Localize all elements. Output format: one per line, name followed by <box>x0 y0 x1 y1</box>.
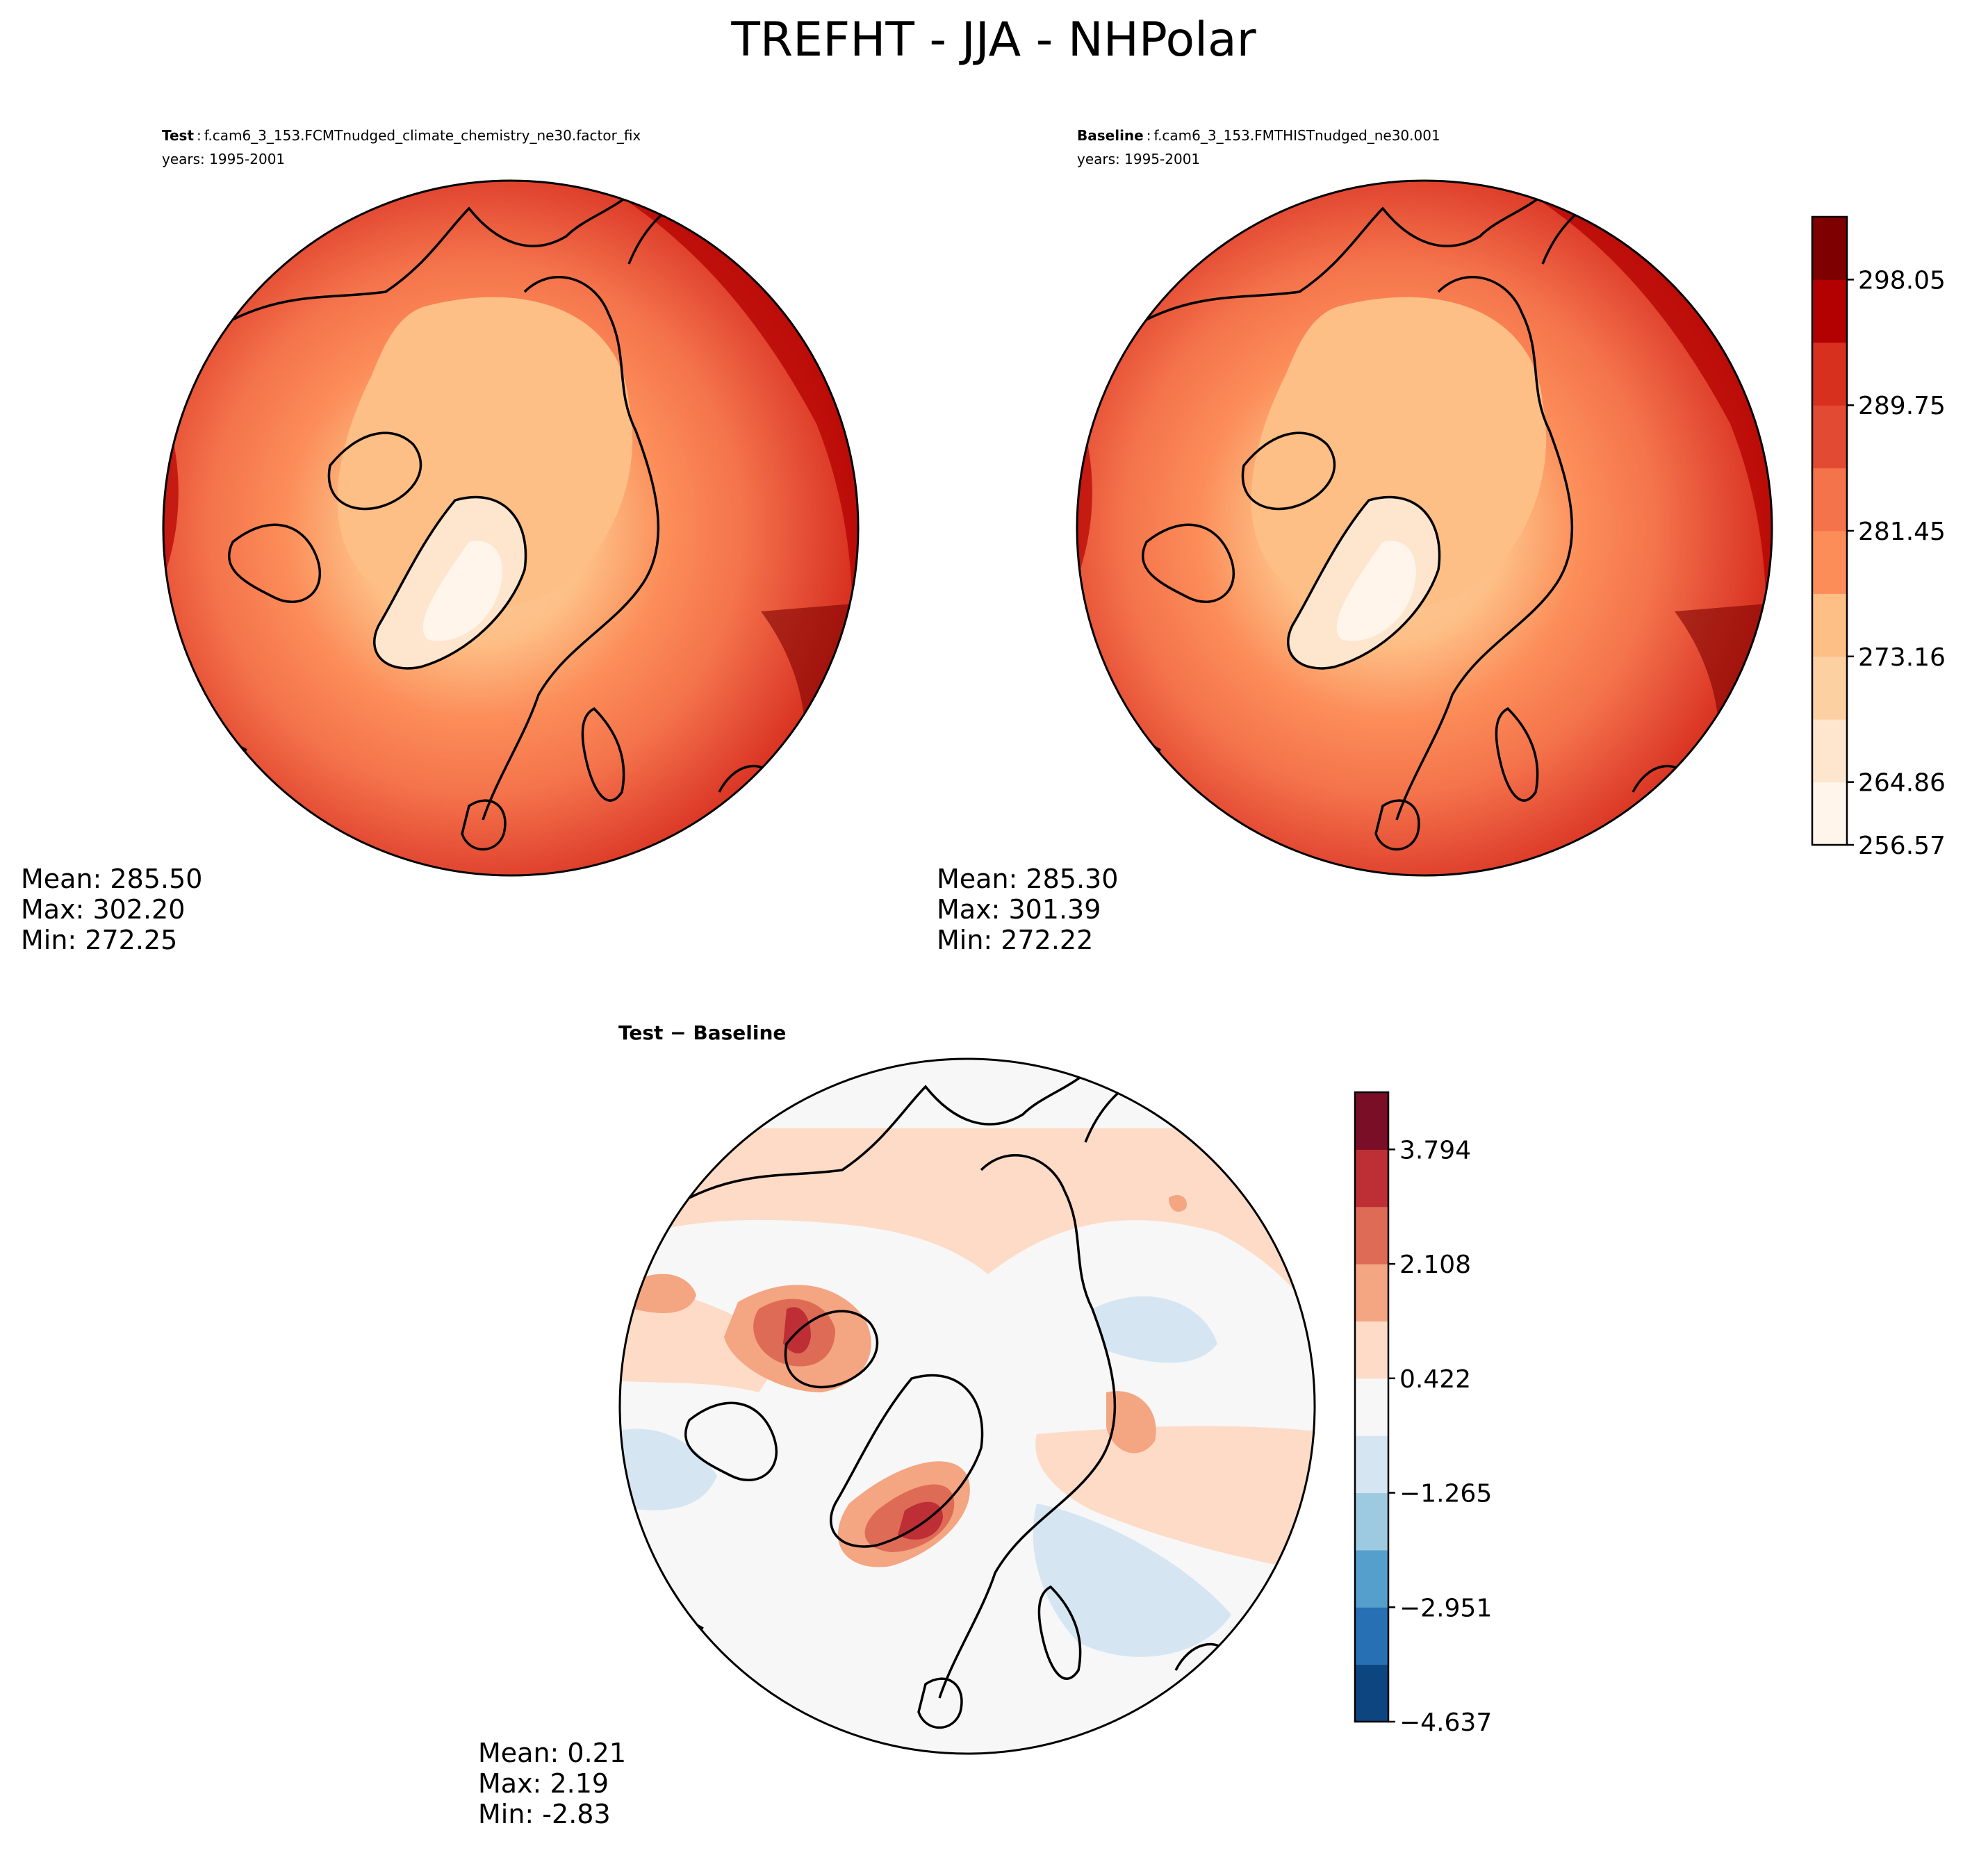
panel-baseline-label: Baseline: f.cam6_3_153.FMTHISTnudged_ne30… <box>1077 127 1440 144</box>
panel-test-min: Min: 272.25 <box>21 925 177 955</box>
colorbar-segment <box>1355 1378 1388 1436</box>
map-difference <box>618 1057 1316 1755</box>
colorbar-segment <box>1355 1492 1388 1551</box>
panel-baseline-min: Min: 272.22 <box>937 925 1093 955</box>
panel-difference: Test − Baseline <box>478 1021 1316 1829</box>
panel-difference-min: Min: -2.83 <box>478 1799 611 1829</box>
panel-difference-mean: Mean: 0.21 <box>478 1738 626 1768</box>
colorbar-segment <box>1812 719 1847 783</box>
colorbar-frame <box>1354 1091 1390 1723</box>
colorbar-tick-label: 0.422 <box>1399 1365 1471 1394</box>
panel-baseline-max: Max: 301.39 <box>937 894 1101 925</box>
colorbar-absolute: 298.05 289.75 281.45 273.16 264.86 256.57 <box>1811 215 1946 860</box>
colorbar-segment <box>1812 468 1847 532</box>
colorbar-difference: 3.794 2.108 0.422 −1.265 −2.951 −4.637 <box>1354 1091 1492 1737</box>
colorbar-segment <box>1812 342 1847 406</box>
colorbar-tick-label: −4.637 <box>1399 1708 1492 1737</box>
panel-test-label: Test: f.cam6_3_153.FCMTnudged_climate_che… <box>162 127 641 144</box>
colorbar-tick-label: 273.16 <box>1858 643 1946 672</box>
colorbar-segment <box>1812 782 1847 846</box>
colorbar-tick-label: 281.45 <box>1858 518 1946 546</box>
colorbar-tick-label: 3.794 <box>1399 1136 1471 1164</box>
panel-baseline-mean: Mean: 285.30 <box>937 864 1118 894</box>
colorbar-tick-label: 264.86 <box>1858 769 1946 798</box>
figure-title: TREFHT - JJA - NHPolar <box>730 13 1256 67</box>
colorbar-segment <box>1812 279 1847 343</box>
colorbar-segment <box>1355 1206 1388 1265</box>
map-test <box>162 179 860 877</box>
colorbar-segment <box>1355 1549 1388 1608</box>
colorbar-tick-label: −1.265 <box>1399 1480 1492 1508</box>
panel-test-years: years: 1995-2001 <box>162 151 285 167</box>
panel-difference-label: Test − Baseline <box>618 1021 786 1044</box>
colorbar-segment <box>1355 1092 1388 1150</box>
colorbar-segment <box>1355 1264 1388 1321</box>
panel-test: Test: f.cam6_3_153.FCMTnudged_climate_che… <box>21 127 860 955</box>
colorbar-tick-label: 2.108 <box>1399 1251 1471 1279</box>
panel-difference-max: Max: 2.19 <box>478 1768 609 1799</box>
panel-test-max: Max: 302.20 <box>21 894 185 925</box>
colorbar-segment <box>1355 1435 1388 1494</box>
colorbar-tick-label: 298.05 <box>1858 266 1946 295</box>
colorbar-segment <box>1355 1321 1388 1379</box>
colorbar-segment <box>1355 1664 1388 1722</box>
map-baseline <box>1076 179 1773 877</box>
colorbar-tick-label: −2.951 <box>1399 1594 1492 1622</box>
colorbar-segment <box>1812 531 1847 594</box>
colorbar-segment <box>1812 593 1847 657</box>
colorbar-segment <box>1812 656 1847 720</box>
panel-baseline-years: years: 1995-2001 <box>1077 151 1200 167</box>
colorbar-segment <box>1355 1607 1388 1665</box>
panel-baseline: Baseline: f.cam6_3_153.FMTHISTnudged_ne30… <box>937 127 1773 955</box>
colorbar-tick-label: 289.75 <box>1858 392 1946 420</box>
colorbar-segment <box>1355 1149 1388 1208</box>
colorbar-segment <box>1812 405 1847 469</box>
colorbar-segment <box>1812 217 1847 280</box>
colorbar-tick-label: 256.57 <box>1858 832 1946 860</box>
panel-test-mean: Mean: 285.50 <box>21 864 202 894</box>
